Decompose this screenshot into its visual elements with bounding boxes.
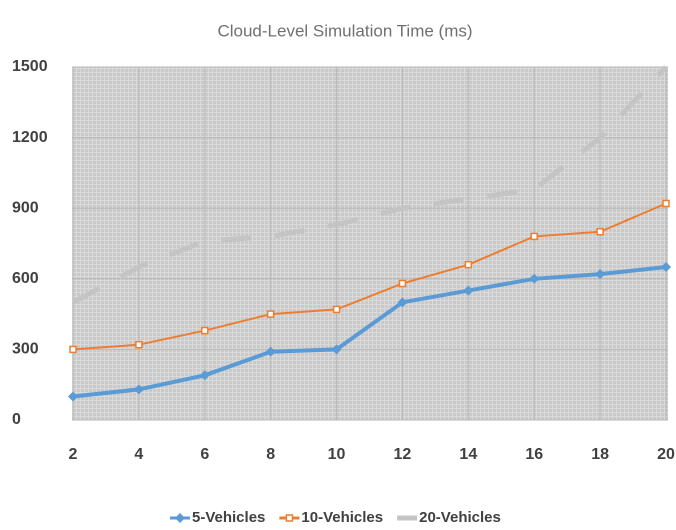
marker xyxy=(662,199,670,208)
x-tick-label: 8 xyxy=(266,446,275,463)
marker xyxy=(133,384,144,395)
legend-label: 20-Vehicles xyxy=(419,509,501,526)
marker xyxy=(332,305,341,314)
marker xyxy=(661,262,671,273)
x-tick-label: 2 xyxy=(69,446,78,463)
marker xyxy=(529,273,540,284)
marker xyxy=(68,391,78,402)
marker xyxy=(464,260,473,269)
marker xyxy=(265,346,276,357)
marker xyxy=(398,279,407,288)
marker xyxy=(175,513,185,523)
plot-area xyxy=(72,67,668,420)
x-tick-label: 20 xyxy=(657,446,675,463)
x-tick-label: 18 xyxy=(591,446,609,463)
x-tick-label: 14 xyxy=(459,446,477,463)
x-tick-label: 6 xyxy=(200,446,209,463)
marker xyxy=(331,344,342,355)
marker xyxy=(201,326,209,335)
marker xyxy=(530,232,538,241)
series-line xyxy=(71,65,668,305)
y-tick-label: 600 xyxy=(12,270,39,287)
marker xyxy=(266,310,275,318)
y-tick-label: 0 xyxy=(12,411,21,428)
legend-item: 5-Vehicles xyxy=(170,509,265,526)
x-tick-label: 16 xyxy=(525,446,543,463)
legend-label: 10-Vehicles xyxy=(301,509,383,526)
series-line xyxy=(72,202,667,351)
x-tick-label: 10 xyxy=(328,446,346,463)
y-tick-label: 1500 xyxy=(12,58,48,75)
legend-item: 10-Vehicles xyxy=(279,509,383,526)
y-tick-label: 300 xyxy=(12,341,39,358)
legend-item: 20-Vehicles xyxy=(397,509,501,526)
marker xyxy=(463,285,474,296)
marker xyxy=(69,345,77,354)
y-tick-label: 1200 xyxy=(12,129,48,146)
marker xyxy=(135,340,143,349)
marker xyxy=(285,514,294,522)
marker xyxy=(596,227,604,236)
marker xyxy=(199,370,210,381)
x-tick-label: 4 xyxy=(134,446,143,463)
marker xyxy=(397,297,408,308)
chart-title: Cloud-Level Simulation Time (ms) xyxy=(217,21,472,40)
x-tick-label: 12 xyxy=(394,446,412,463)
series-line xyxy=(72,265,667,399)
marker xyxy=(595,269,606,280)
y-tick-label: 900 xyxy=(12,199,39,216)
legend-label: 5-Vehicles xyxy=(192,509,265,526)
